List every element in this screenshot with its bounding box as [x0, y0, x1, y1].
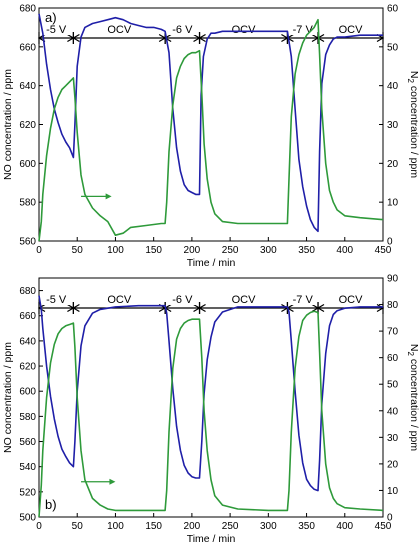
- x-tick-label: 450: [375, 245, 392, 256]
- panel-label: b): [45, 497, 57, 512]
- y-left-tick-label: 600: [19, 387, 36, 398]
- y-right-label-suffix: concentration / ppm: [408, 83, 419, 178]
- y-left-tick-label: 660: [19, 311, 36, 322]
- y-right-tick-label: 0: [387, 237, 393, 248]
- y-right-tick-label: 40: [387, 406, 399, 417]
- x-tick-label: 300: [260, 245, 277, 256]
- phase-label-bg: [106, 293, 133, 305]
- panel-label: a): [45, 10, 57, 25]
- y-right-tick-label: 20: [387, 159, 399, 170]
- y-left-tick-label: 600: [19, 159, 36, 170]
- panel-b: 0 50 100 150 200 250 300 350 400 4505005205405605…: [2, 274, 419, 546]
- y-right-tick-label: 10: [387, 198, 399, 209]
- y-left-tick-label: 640: [19, 336, 36, 347]
- phase-label-bg: [106, 23, 133, 35]
- panel-a: 0 50 100 150 200 250 300 350 400 4505605806006206…: [2, 4, 419, 270]
- x-tick-label: 200: [184, 245, 201, 256]
- n2-series-line: [38, 310, 384, 518]
- phase-label-bg: [230, 293, 257, 305]
- phase-label-bg: [337, 293, 364, 305]
- y-left-axis-label: NO concentration / ppm: [2, 69, 14, 180]
- x-tick-label: 400: [336, 521, 353, 532]
- phase-label: -5 V: [46, 24, 67, 36]
- n2-axis-pointer-arrowhead: [105, 193, 112, 200]
- y-left-tick-label: 520: [19, 487, 36, 498]
- y-left-tick-label: 560: [19, 437, 36, 448]
- x-tick-label: 100: [107, 521, 124, 532]
- phase-label: OCV: [232, 294, 257, 306]
- y-left-tick-label: 500: [19, 513, 36, 524]
- phase-label-bg: [166, 293, 199, 305]
- phase-label: OCV: [107, 24, 132, 36]
- y-right-tick-label: 40: [387, 81, 399, 92]
- phase-label-bg: [40, 23, 73, 35]
- phase-label-bg: [337, 23, 364, 35]
- x-axis-label: Time / min: [187, 533, 236, 545]
- y-left-tick-label: 580: [19, 198, 36, 209]
- x-tick-label: 250: [222, 245, 239, 256]
- y-right-axis-label: N2 concentration / ppm: [406, 71, 419, 178]
- y-right-tick-label: 20: [387, 459, 399, 470]
- y-right-tick-label: 0: [387, 513, 393, 524]
- y-left-tick-label: 560: [19, 237, 36, 248]
- y-right-tick-label: 90: [387, 274, 399, 285]
- x-tick-label: 250: [222, 521, 239, 532]
- phase-label: OCV: [107, 294, 132, 306]
- y-left-tick-label: 660: [19, 42, 36, 53]
- phase-label: OCV: [339, 24, 364, 36]
- y-left-tick-label: 680: [19, 286, 36, 297]
- x-tick-label: 50: [72, 521, 84, 532]
- y-right-label-subscript: 2: [406, 79, 415, 84]
- y-right-tick-label: 50: [387, 380, 399, 391]
- phase-label-bg: [286, 293, 319, 305]
- x-tick-label: 150: [145, 245, 162, 256]
- phase-label: -6 V: [172, 294, 193, 306]
- y-left-axis-label: NO concentration / ppm: [2, 342, 14, 453]
- phase-label: OCV: [232, 24, 257, 36]
- y-left-tick-label: 680: [19, 4, 36, 15]
- y-left-tick-label: 580: [19, 412, 36, 423]
- y-right-tick-label: 10: [387, 486, 399, 497]
- y-right-axis-label: N2 concentration / ppm: [406, 344, 419, 451]
- y-right-label-prefix: N: [408, 344, 419, 352]
- x-tick-label: 0: [36, 521, 42, 532]
- phase-label: -6 V: [172, 24, 193, 36]
- x-tick-label: 100: [107, 245, 124, 256]
- x-tick-label: 200: [184, 521, 201, 532]
- y-right-tick-label: 50: [387, 42, 399, 53]
- no-series-line: [38, 295, 383, 492]
- y-left-tick-label: 620: [19, 362, 36, 373]
- x-axis-label: Time / min: [187, 257, 236, 269]
- y-right-tick-label: 30: [387, 120, 399, 131]
- y-right-tick-label: 60: [387, 353, 399, 364]
- x-tick-label: 300: [260, 521, 277, 532]
- x-tick-label: 150: [145, 521, 162, 532]
- phase-label-bg: [166, 23, 199, 35]
- x-tick-label: 350: [298, 521, 315, 532]
- y-right-label-suffix: concentration / ppm: [408, 356, 419, 451]
- x-tick-label: 400: [336, 245, 353, 256]
- y-left-tick-label: 620: [19, 120, 36, 131]
- x-tick-label: 350: [298, 245, 315, 256]
- y-right-label-subscript: 2: [406, 352, 415, 357]
- x-tick-label: 0: [36, 245, 42, 256]
- phase-label: -7 V: [293, 24, 314, 36]
- y-left-tick-label: 640: [19, 81, 36, 92]
- y-right-tick-label: 80: [387, 300, 399, 311]
- x-tick-label: 450: [375, 521, 392, 532]
- n2-series-line: [38, 18, 384, 242]
- y-right-tick-label: 30: [387, 433, 399, 444]
- plot-frame: [38, 277, 384, 518]
- phase-label: -5 V: [46, 294, 67, 306]
- x-tick-label: 50: [72, 245, 84, 256]
- y-left-tick-label: 540: [19, 462, 36, 473]
- y-right-tick-label: 60: [387, 4, 399, 15]
- phase-label: -7 V: [293, 294, 314, 306]
- y-right-tick-label: 70: [387, 327, 399, 338]
- n2-axis-pointer-arrowhead: [109, 478, 116, 485]
- phase-label-bg: [40, 293, 73, 305]
- phase-label: OCV: [339, 294, 364, 306]
- y-right-label-prefix: N: [408, 71, 419, 79]
